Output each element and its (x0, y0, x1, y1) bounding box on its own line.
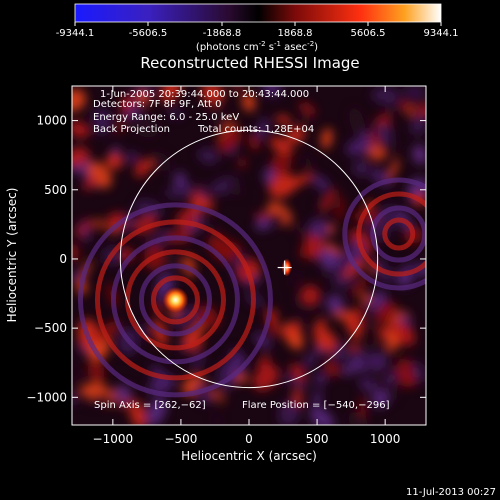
x-tick-label: 0 (245, 432, 253, 446)
image-texture (72, 86, 426, 425)
chart-title: Reconstructed RHESSI Image (140, 54, 359, 72)
colorbar-tick-label: -1868.8 (203, 28, 242, 39)
axis-ticks (72, 86, 426, 425)
colorbar-unit-label: (photons cm-2 s-1 asec-2) (196, 40, 318, 53)
annotation-method: Back Projection (93, 124, 170, 135)
x-axis-label: Heliocentric X (arcsec) (181, 449, 317, 463)
y-tick-label: 500 (44, 183, 67, 197)
spin-axis-label: Spin Axis = [262,−62] (94, 400, 206, 411)
colorbar-tick-label: -9344.1 (56, 28, 95, 39)
colorbar-tick-label: -5606.5 (129, 28, 168, 39)
colorbar-tick-label: 1868.8 (278, 28, 313, 39)
x-tick-label: −1000 (93, 432, 134, 446)
primary-flare-source (162, 286, 189, 313)
y-tick-label: −1000 (26, 390, 67, 404)
y-tick-label: −500 (34, 321, 67, 335)
annotation-detectors: Detectors: 7F 8F 9F, Att 0 (93, 99, 221, 110)
x-tick-label: 500 (306, 432, 329, 446)
y-tick-label: 1000 (36, 114, 67, 128)
colorbar-tick-label: 9344.1 (424, 28, 459, 39)
x-tick-label: −500 (164, 432, 197, 446)
annotation-block: 1-Jun-2005 20:39:44.000 to 20:43:44.000 … (93, 89, 314, 135)
solar-limb-circle (119, 129, 379, 389)
y-axis-label: Heliocentric Y (arcsec) (5, 188, 19, 323)
colorbar (74, 3, 442, 23)
footer-timestamp: 11-Jul-2013 00:27 (406, 487, 496, 498)
colorbar-ticks: -9344.1 -5606.5 -1868.8 1868.8 5606.5 9344.1 (56, 22, 459, 39)
flare-position-label: Flare Position = [−540,−296] (242, 400, 390, 411)
axis-tick-labels: −1000 −500 0 500 1000 −1000 −500 0 500 1000 (26, 114, 400, 446)
annotation-time-range: 1-Jun-2005 20:39:44.000 to 20:43:44.000 (100, 89, 309, 100)
x-tick-label: 1000 (370, 432, 401, 446)
y-tick-label: 0 (59, 252, 67, 266)
annotation-energy-range: Energy Range: 6.0 - 25.0 keV (93, 112, 239, 123)
colorbar-tick-label: 5606.5 (351, 28, 386, 39)
annotation-total-counts: Total counts: 1.28E+04 (197, 124, 314, 135)
spin-axis-marker (277, 260, 292, 275)
